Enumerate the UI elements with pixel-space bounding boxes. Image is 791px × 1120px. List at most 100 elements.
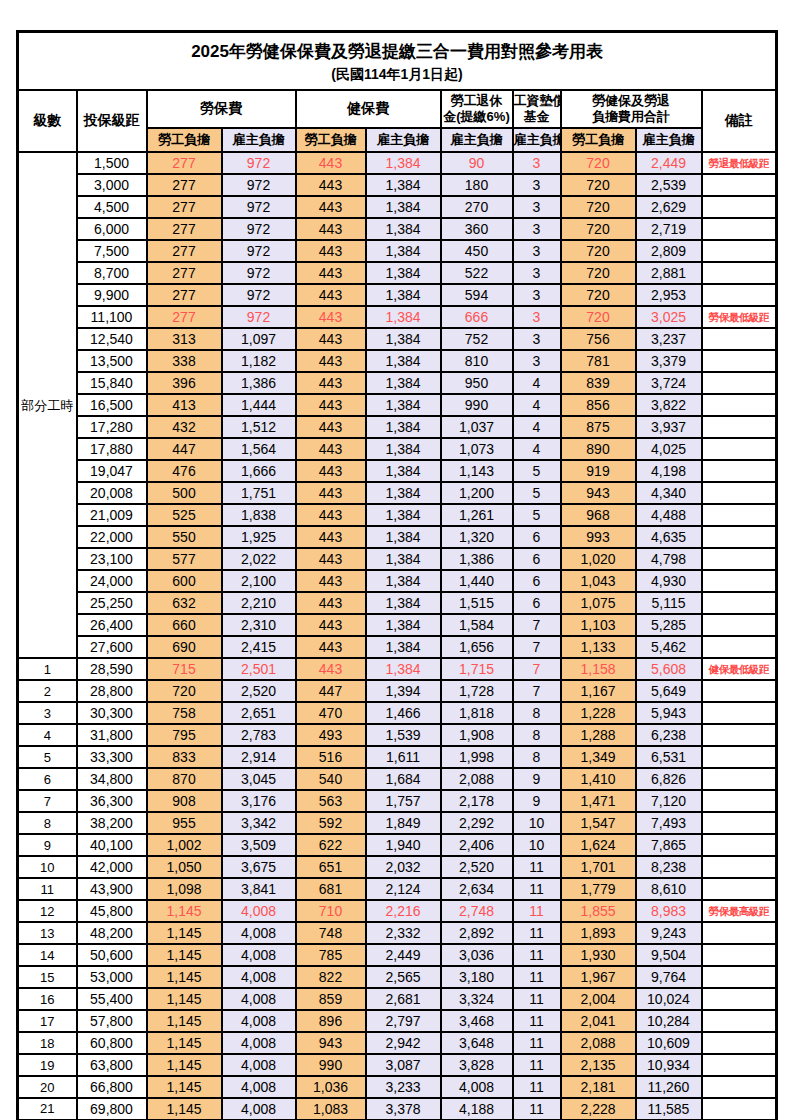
bracket-cell: 43,900 xyxy=(77,878,147,900)
bracket-cell: 26,400 xyxy=(77,614,147,636)
worker-burden-cell: 870 xyxy=(147,768,222,790)
subheader-labor-worker: 勞工負擔 xyxy=(147,128,222,152)
subheader-health-employer: 雇主負擔 xyxy=(366,128,441,152)
employer-burden-cell: 5,462 xyxy=(636,636,702,658)
employer-burden-cell: 1,611 xyxy=(366,746,441,768)
employer-burden-cell: 5,649 xyxy=(636,680,702,702)
worker-burden-cell: 795 xyxy=(147,724,222,746)
employer-burden-cell: 3,648 xyxy=(441,1032,513,1054)
employer-burden-cell: 180 xyxy=(441,174,513,196)
table-row: 940,1001,0023,5096221,9402,406101,6247,8… xyxy=(18,834,777,856)
worker-burden-cell: 443 xyxy=(296,394,366,416)
worker-burden-cell: 720 xyxy=(147,680,222,702)
employer-burden-cell: 2,124 xyxy=(366,878,441,900)
employer-burden-cell: 972 xyxy=(222,152,296,174)
worker-burden-cell: 443 xyxy=(296,196,366,218)
worker-burden-cell: 1,020 xyxy=(561,548,636,570)
worker-burden-cell: 443 xyxy=(296,328,366,350)
bracket-cell: 4,500 xyxy=(77,196,147,218)
worker-burden-cell: 443 xyxy=(296,570,366,592)
employer-burden-cell: 2,100 xyxy=(222,570,296,592)
employer-burden-cell: 11 xyxy=(513,1098,561,1120)
bracket-cell: 16,500 xyxy=(77,394,147,416)
table-row: 13,5003381,1824431,38481037813,379 xyxy=(18,350,777,372)
worker-burden-cell: 1,145 xyxy=(147,966,222,988)
worker-burden-cell: 443 xyxy=(296,416,366,438)
table-row: 3,0002779724431,38418037202,539 xyxy=(18,174,777,196)
employer-burden-cell: 5 xyxy=(513,482,561,504)
table-row: 12,5403131,0974431,38475237563,237 xyxy=(18,328,777,350)
worker-burden-cell: 277 xyxy=(147,306,222,328)
employer-burden-cell: 1,715 xyxy=(441,658,513,680)
employer-burden-cell: 3,045 xyxy=(222,768,296,790)
worker-burden-cell: 875 xyxy=(561,416,636,438)
worker-burden-cell: 919 xyxy=(561,460,636,482)
employer-burden-cell: 5,115 xyxy=(636,592,702,614)
employer-burden-cell: 2,216 xyxy=(366,900,441,922)
bracket-cell: 42,000 xyxy=(77,856,147,878)
employer-burden-cell: 1,386 xyxy=(222,372,296,394)
worker-burden-cell: 720 xyxy=(561,152,636,174)
level-cell: 13 xyxy=(18,922,77,944)
employer-burden-cell: 1,512 xyxy=(222,416,296,438)
employer-burden-cell: 1,384 xyxy=(366,658,441,680)
worker-burden-cell: 785 xyxy=(296,944,366,966)
employer-burden-cell: 1,666 xyxy=(222,460,296,482)
employer-burden-cell: 1,384 xyxy=(366,548,441,570)
worker-burden-cell: 1,158 xyxy=(561,658,636,680)
worker-burden-cell: 943 xyxy=(296,1032,366,1054)
header-bracket: 投保級距 xyxy=(77,90,147,152)
employer-burden-cell: 1,908 xyxy=(441,724,513,746)
employer-burden-cell: 1,384 xyxy=(366,592,441,614)
bracket-cell: 19,047 xyxy=(77,460,147,482)
remark-cell xyxy=(702,262,777,284)
employer-burden-cell: 2,449 xyxy=(366,944,441,966)
worker-burden-cell: 660 xyxy=(147,614,222,636)
employer-burden-cell: 2,415 xyxy=(222,636,296,658)
level-cell: 14 xyxy=(18,944,77,966)
employer-burden-cell: 10,609 xyxy=(636,1032,702,1054)
remark-cell xyxy=(702,240,777,262)
subheader-total-worker: 勞工負擔 xyxy=(561,128,636,152)
table-row: 1860,8001,1454,0089432,9423,648112,08810… xyxy=(18,1032,777,1054)
employer-burden-cell: 2,783 xyxy=(222,724,296,746)
bracket-cell: 28,800 xyxy=(77,680,147,702)
worker-burden-cell: 396 xyxy=(147,372,222,394)
remark-cell xyxy=(702,1076,777,1098)
level-cell: 4 xyxy=(18,724,77,746)
employer-burden-cell: 1,515 xyxy=(441,592,513,614)
employer-burden-cell: 3,237 xyxy=(636,328,702,350)
remark-cell xyxy=(702,834,777,856)
remark-cell xyxy=(702,966,777,988)
employer-burden-cell: 9 xyxy=(513,768,561,790)
worker-burden-cell: 781 xyxy=(561,350,636,372)
worker-burden-cell: 443 xyxy=(296,636,366,658)
employer-burden-cell: 11 xyxy=(513,1032,561,1054)
employer-burden-cell: 1,320 xyxy=(441,526,513,548)
bracket-cell: 63,800 xyxy=(77,1054,147,1076)
table-row: 2169,8001,1454,0081,0833,3784,188112,228… xyxy=(18,1098,777,1120)
employer-burden-cell: 1,466 xyxy=(366,702,441,724)
bracket-cell: 8,700 xyxy=(77,262,147,284)
worker-burden-cell: 443 xyxy=(296,350,366,372)
worker-burden-cell: 1,133 xyxy=(561,636,636,658)
header-remark: 備註 xyxy=(702,90,777,152)
employer-burden-cell: 4,798 xyxy=(636,548,702,570)
employer-burden-cell: 2,809 xyxy=(636,240,702,262)
employer-burden-cell: 972 xyxy=(222,196,296,218)
employer-burden-cell: 1,384 xyxy=(366,218,441,240)
remark-cell xyxy=(702,548,777,570)
remark-cell: 健保最低級距 xyxy=(702,658,777,680)
employer-burden-cell: 9,764 xyxy=(636,966,702,988)
worker-burden-cell: 1,075 xyxy=(561,592,636,614)
worker-burden-cell: 720 xyxy=(561,218,636,240)
bracket-cell: 25,250 xyxy=(77,592,147,614)
employer-burden-cell: 4,008 xyxy=(222,944,296,966)
employer-burden-cell: 4,635 xyxy=(636,526,702,548)
worker-burden-cell: 1,410 xyxy=(561,768,636,790)
employer-burden-cell: 990 xyxy=(441,394,513,416)
employer-burden-cell: 1,440 xyxy=(441,570,513,592)
remark-cell xyxy=(702,284,777,306)
remark-cell xyxy=(702,372,777,394)
table-row: 1348,2001,1454,0087482,3322,892111,8939,… xyxy=(18,922,777,944)
